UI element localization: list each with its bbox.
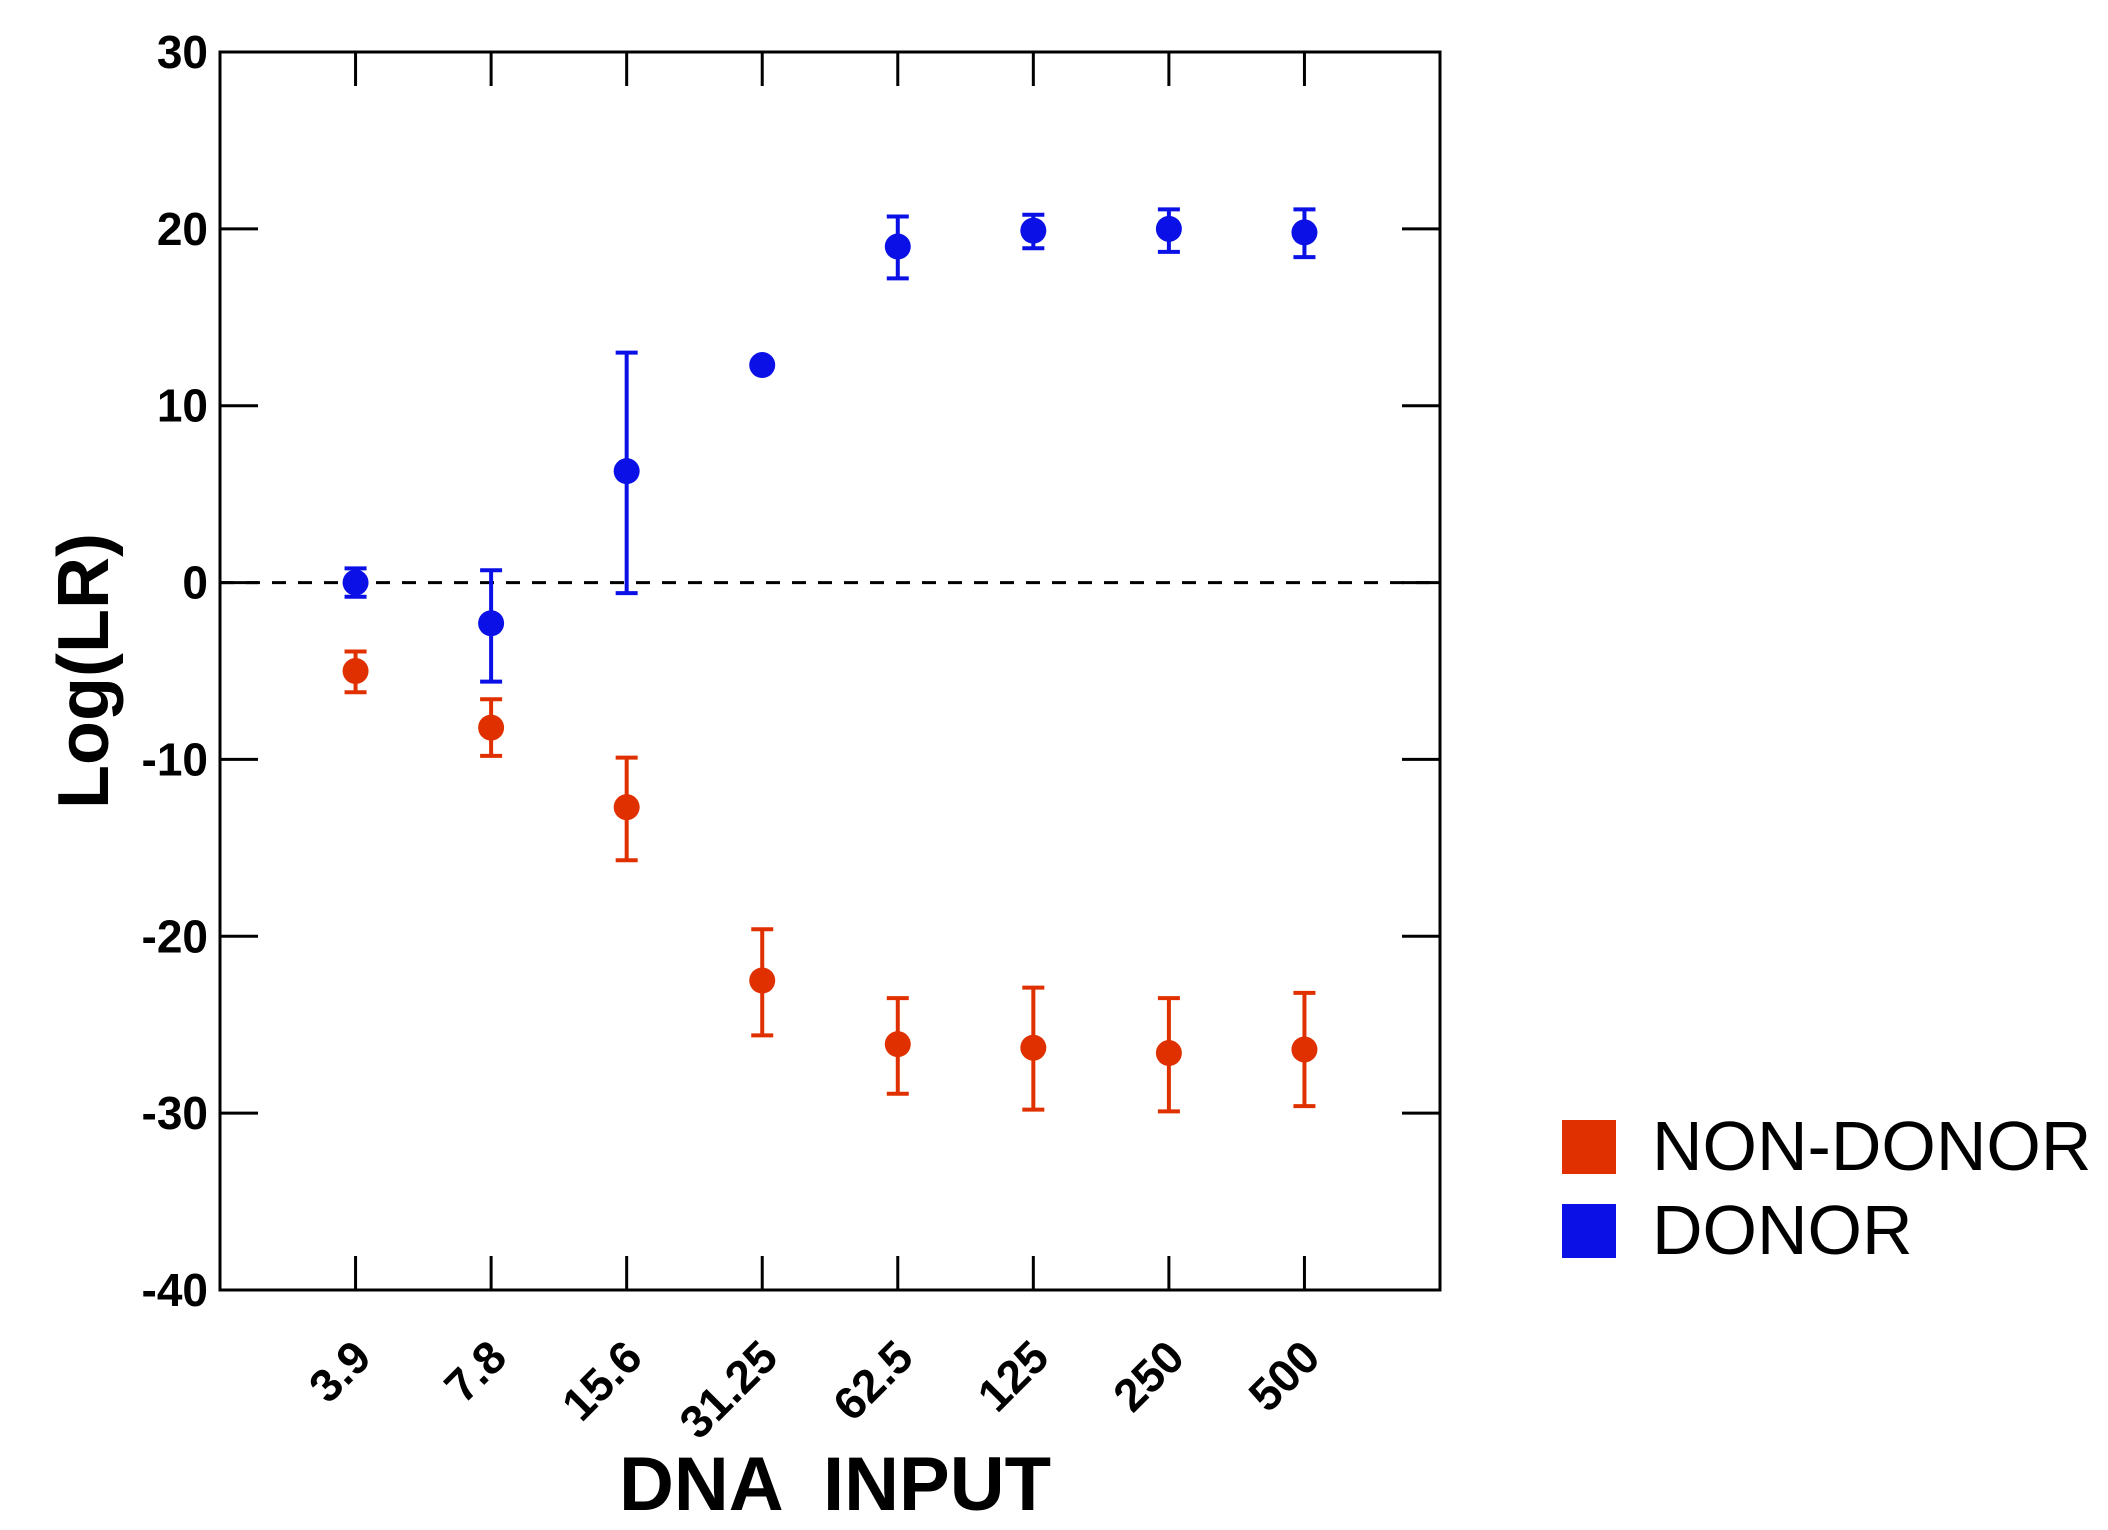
y-tick-label: -40 [142, 1264, 208, 1316]
data-point [749, 352, 776, 379]
y-tick-label: -30 [142, 1087, 208, 1139]
data-point [478, 610, 505, 637]
y-tick-label: 10 [157, 380, 208, 432]
x-tick-label: 7.8 [434, 1330, 516, 1412]
y-tick-label: 30 [157, 26, 208, 78]
y-axis-ticks: 30 20 10 0 -10 -20 -30 -40 [142, 26, 1440, 1316]
y-tick-label: 0 [182, 557, 208, 609]
data-point [613, 458, 640, 485]
legend-swatch [1562, 1120, 1616, 1174]
legend-label: DONOR [1652, 1191, 1913, 1269]
data-point [1155, 215, 1182, 242]
series-non-donor [342, 649, 1318, 1114]
x-tick-label: 3.9 [299, 1330, 381, 1412]
x-axis-title: DNA INPUT [619, 1442, 1051, 1527]
data-point [749, 967, 776, 994]
x-tick-label: 500 [1238, 1330, 1329, 1421]
data-point [884, 233, 911, 260]
data-point [1291, 1036, 1318, 1063]
plot-area: 30 20 10 0 -10 -20 -30 -40 3.9 7.8 15.6 31.25 62.5 1… [142, 26, 1442, 1448]
data-point [1020, 217, 1047, 244]
data-point [1020, 1034, 1047, 1061]
series-donor [342, 207, 1318, 684]
x-axis-ticks: 3.9 7.8 15.6 31.25 62.5 125 250 500 [299, 52, 1330, 1448]
legend-label: NON-DONOR [1652, 1107, 2091, 1185]
data-point [884, 1031, 911, 1058]
data-point [342, 569, 369, 596]
data-point [1155, 1040, 1182, 1067]
data-point [1291, 219, 1318, 246]
data-point [613, 794, 640, 821]
y-axis-title: Log(LR) [44, 533, 124, 809]
x-tick-label: 250 [1103, 1330, 1194, 1421]
x-tick-label: 15.6 [552, 1330, 652, 1430]
plot-frame [218, 50, 1442, 1292]
y-tick-label: -10 [142, 733, 208, 785]
x-tick-label: 125 [967, 1330, 1058, 1421]
y-tick-label: -20 [142, 910, 208, 962]
series-layer [342, 207, 1318, 1114]
data-point [478, 714, 505, 741]
data-point [342, 658, 369, 684]
y-tick-label: 20 [157, 203, 208, 255]
x-tick-label: 62.5 [823, 1330, 923, 1430]
legend-swatch [1562, 1204, 1616, 1258]
x-tick-label: 31.25 [669, 1330, 787, 1448]
